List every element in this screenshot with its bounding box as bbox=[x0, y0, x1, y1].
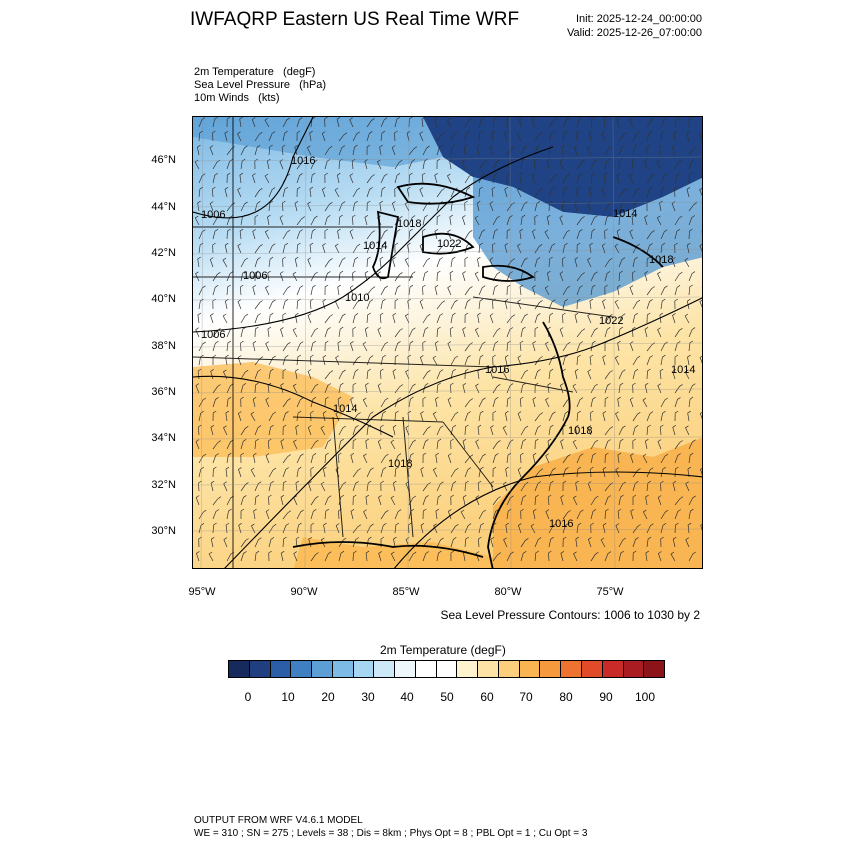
lat-label: 34°N bbox=[151, 432, 176, 444]
colorbar-label: 20 bbox=[321, 690, 335, 704]
isobar-label: 1016 bbox=[549, 518, 573, 530]
lat-label: 38°N bbox=[151, 340, 176, 352]
colorbar-swatch bbox=[291, 661, 313, 677]
valid-time: Valid: 2025-12-26_07:00:00 bbox=[567, 27, 702, 39]
isobar-label: 1010 bbox=[345, 292, 369, 304]
colorbar bbox=[228, 660, 665, 678]
colorbar-label: 0 bbox=[244, 690, 252, 704]
cold-air-region bbox=[423, 117, 702, 217]
field-label-winds: 10m Winds (kts) bbox=[194, 92, 280, 104]
isobars bbox=[193, 117, 702, 568]
wind-barbs bbox=[194, 117, 702, 562]
lat-label: 36°N bbox=[151, 386, 176, 398]
isobar-label: 1006 bbox=[201, 329, 225, 341]
isobar-label: 1016 bbox=[485, 364, 509, 376]
lon-label: 95°W bbox=[188, 586, 216, 598]
colorbar-label: 10 bbox=[281, 690, 295, 704]
colorbar-swatch bbox=[540, 661, 562, 677]
lat-label: 32°N bbox=[151, 479, 176, 491]
isobar-label: 1018 bbox=[397, 218, 421, 230]
lat-label: 44°N bbox=[151, 201, 176, 213]
colorbar-swatch bbox=[415, 661, 437, 677]
plot-title: IWFAQRP Eastern US Real Time WRF bbox=[190, 9, 520, 30]
colorbar-swatch bbox=[374, 661, 396, 677]
colorbar-swatch bbox=[249, 661, 271, 677]
lon-label: 85°W bbox=[392, 586, 420, 598]
colorbar-label: 40 bbox=[400, 690, 414, 704]
lon-label: 75°W bbox=[596, 586, 624, 598]
colorbar-label: 100 bbox=[634, 690, 656, 704]
init-time: Init: 2025-12-24_00:00:00 bbox=[576, 13, 702, 25]
colorbar-swatch bbox=[229, 661, 250, 677]
graticule bbox=[193, 117, 702, 568]
isobar-label: 1022 bbox=[437, 238, 461, 250]
colorbar-label: 90 bbox=[599, 690, 613, 704]
colorbar-swatch bbox=[332, 661, 354, 677]
isobar-label: 1018 bbox=[568, 425, 592, 437]
isobar-label: 1014 bbox=[613, 208, 637, 220]
colorbar-title: 2m Temperature (degF) bbox=[380, 643, 506, 657]
colorbar-swatch bbox=[519, 661, 541, 677]
lon-label: 80°W bbox=[494, 586, 522, 598]
colorbar-swatch bbox=[623, 661, 645, 677]
colorbar-swatch bbox=[312, 661, 333, 677]
footer-config: WE = 310 ; SN = 275 ; Levels = 38 ; Dis … bbox=[194, 828, 588, 839]
colorbar-label: 50 bbox=[440, 690, 454, 704]
field-label-temperature: 2m Temperature (degF) bbox=[194, 66, 316, 78]
isobar-label: 1014 bbox=[671, 364, 695, 376]
lat-label: 40°N bbox=[151, 293, 176, 305]
isobar-label: 1018 bbox=[649, 254, 673, 266]
lat-label: 46°N bbox=[151, 154, 176, 166]
cool-air-northwest bbox=[193, 117, 443, 167]
isobar-label: 1022 bbox=[599, 315, 623, 327]
colorbar-swatch bbox=[582, 661, 603, 677]
lat-label: 42°N bbox=[151, 247, 176, 259]
colorbar-swatch bbox=[270, 661, 292, 677]
colorbar-label: 60 bbox=[480, 690, 494, 704]
colorbar-swatch bbox=[644, 661, 665, 677]
isobar-labels: 1016 1006 1018 1014 1022 1006 1010 1006 … bbox=[201, 155, 695, 530]
isobar-label: 1014 bbox=[333, 403, 357, 415]
colorbar-swatch bbox=[353, 661, 375, 677]
colorbar-swatch bbox=[478, 661, 499, 677]
colorbar-label: 70 bbox=[519, 690, 533, 704]
contour-note: Sea Level Pressure Contours: 1006 to 103… bbox=[440, 608, 701, 622]
lat-label: 30°N bbox=[151, 525, 176, 537]
colorbar-swatch bbox=[602, 661, 624, 677]
lon-label: 90°W bbox=[290, 586, 318, 598]
colorbar-swatch bbox=[395, 661, 416, 677]
colorbar-label: 30 bbox=[361, 690, 375, 704]
footer-model: OUTPUT FROM WRF V4.6.1 MODEL bbox=[194, 815, 363, 826]
isobar-label: 1014 bbox=[363, 240, 387, 252]
colorbar-swatch bbox=[498, 661, 520, 677]
colorbar-swatch bbox=[436, 661, 458, 677]
colorbar-swatch bbox=[561, 661, 583, 677]
field-label-pressure: Sea Level Pressure (hPa) bbox=[194, 79, 327, 91]
weather-map: 1016 1006 1018 1014 1022 1006 1010 1006 … bbox=[192, 116, 703, 569]
isobar-label: 1016 bbox=[291, 155, 315, 167]
colorbar-label: 80 bbox=[559, 690, 573, 704]
isobar-label: 1006 bbox=[243, 270, 267, 282]
isobar-label: 1018 bbox=[388, 458, 412, 470]
map-canvas: 1016 1006 1018 1014 1022 1006 1010 1006 … bbox=[193, 117, 702, 568]
colorbar-swatch bbox=[457, 661, 479, 677]
isobar-label: 1006 bbox=[201, 209, 225, 221]
coastlines bbox=[292, 182, 664, 568]
